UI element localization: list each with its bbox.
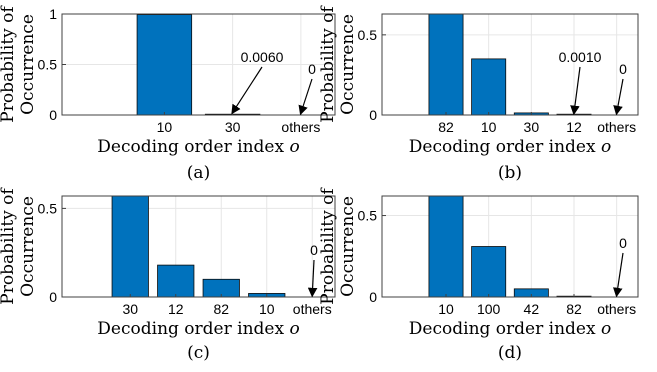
chart-panel-2: 0 0.5 82 10 30 12 others Decoding order index o…	[318, 5, 639, 183]
bar-82	[428, 13, 464, 116]
annotation-arrow	[298, 78, 313, 116]
bar-12	[157, 264, 195, 298]
annotation-label: 0	[619, 235, 627, 251]
y-tick-label: 0.5	[38, 200, 58, 216]
x-tick-label: others	[281, 119, 320, 135]
x-tick-label: 12	[566, 119, 582, 135]
y-tick-label: 1	[49, 6, 57, 22]
annotation-arrow	[613, 78, 624, 116]
y-tick-label: 0	[369, 107, 377, 123]
axes-box	[381, 195, 639, 298]
bar-10	[136, 14, 193, 116]
annotation-label: 0	[308, 61, 316, 77]
y-tick-label: 0.5	[358, 208, 378, 224]
x-tick-label: 10	[259, 301, 275, 317]
annotation-arrow	[231, 66, 263, 115]
y-tick-label: 0	[49, 289, 57, 305]
axes-box	[61, 195, 336, 298]
x-tick-label: 30	[122, 301, 138, 317]
x-tick-label: 12	[168, 301, 184, 317]
y-tick-label: 0	[369, 289, 377, 305]
panel-caption: (c)	[187, 343, 210, 363]
x-tick-label: 82	[213, 301, 229, 317]
x-tick-label: 10	[438, 301, 454, 317]
x-tick-label: 100	[477, 301, 501, 317]
x-tick-label: 42	[524, 301, 540, 317]
x-axis-label: Decoding order index o	[409, 319, 611, 339]
x-tick-label: 82	[566, 301, 582, 317]
annotation-label: 0.0010	[559, 49, 602, 65]
x-tick-label: 30	[225, 119, 241, 135]
bar-100	[471, 246, 507, 298]
panel-caption: (a)	[187, 163, 210, 183]
chart-panel-3: 0 0.5 30 12 82 10 others Decoding order index o…	[0, 187, 336, 363]
annotation-arrow	[307, 259, 318, 298]
y-axis-label: Probability ofOccurrence	[318, 187, 358, 305]
x-tick-label: 10	[157, 119, 173, 135]
annotation-arrow	[570, 66, 581, 116]
bar-10	[428, 195, 464, 298]
x-tick-label: 10	[481, 119, 497, 135]
bar-10	[471, 58, 507, 116]
annotation-arrow	[612, 252, 624, 298]
annotation-label: 0	[310, 242, 318, 258]
x-tick-label: others	[597, 301, 636, 317]
y-axis-label: Probability ofOccurrence	[318, 5, 358, 123]
y-tick-label: 0.5	[38, 57, 58, 73]
panel-caption: (b)	[498, 163, 522, 183]
x-tick-label: others	[293, 301, 332, 317]
y-axis-label: Probability ofOccurrence	[0, 5, 38, 123]
x-axis-label: Decoding order index o	[97, 319, 299, 339]
plot-area	[382, 196, 638, 297]
x-axis-label: Decoding order index o	[409, 137, 611, 157]
plot-area	[382, 14, 638, 115]
annotation-label: 0.0060	[241, 49, 284, 65]
x-tick-label: 30	[524, 119, 540, 135]
y-tick-label: 0	[49, 107, 57, 123]
x-tick-label: 82	[438, 119, 454, 135]
x-axis-label: Decoding order index o	[97, 137, 299, 157]
bar-30	[111, 195, 149, 298]
chart-panel-4: 0 0.5 10 100 42 82 others Decoding order index …	[318, 187, 639, 363]
plot-area	[62, 196, 335, 297]
panel-caption: (d)	[498, 343, 522, 363]
annotation-label: 0	[619, 61, 627, 77]
chart-panel-1: 0 0.5 1 10 30 others Decoding order index o Pro…	[0, 5, 336, 183]
y-axis-label: Probability ofOccurrence	[0, 187, 38, 305]
y-tick-label: 0.5	[358, 27, 378, 43]
x-tick-label: others	[597, 119, 636, 135]
axes-box	[381, 13, 639, 116]
